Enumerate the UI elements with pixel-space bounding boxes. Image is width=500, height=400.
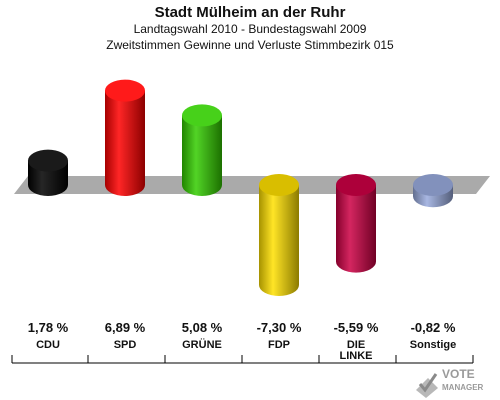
bars-group	[28, 79, 453, 297]
bar-body	[182, 115, 222, 196]
value-labels-group: 1,78 % 6,89 % 5,08 % -7,30 % -5,59 % -0,82 %	[28, 320, 456, 335]
chart-subtitle-district: Zweitstimmen Gewinne und Verluste Stimmb…	[106, 38, 394, 52]
bar-die-linke	[336, 174, 376, 273]
category-label: GRÜNE	[182, 338, 222, 351]
category-label: Sonstige	[410, 339, 456, 351]
vote-manager-logo: VOTE MANAGER	[416, 367, 484, 398]
chart-subtitle-election: Landtagswahl 2010 - Bundestagswahl 2009	[133, 22, 367, 36]
category-label: FDP	[268, 339, 290, 351]
bar-cap	[413, 174, 453, 196]
bar-grüne	[182, 104, 222, 196]
category-label: DIE LINKE	[340, 339, 373, 362]
bar-fdp	[259, 174, 299, 297]
bar-cap	[28, 149, 68, 172]
category-label: SPD	[114, 339, 137, 351]
bar-cap	[182, 104, 222, 127]
value-label: 5,08 %	[182, 320, 223, 335]
bar-cap	[105, 79, 145, 102]
value-label: -7,30 %	[257, 320, 302, 335]
logo-text-manager: MANAGER	[442, 383, 484, 392]
value-label: 1,78 %	[28, 320, 69, 335]
category-axis: CDU SPD GRÜNE FDP DIE LINKE Sonstige	[11, 338, 474, 364]
logo-text-vote: VOTE	[442, 367, 475, 381]
ballot-check-icon	[416, 373, 438, 398]
bar-sonstige	[413, 174, 453, 208]
bar-body	[259, 185, 299, 297]
value-label: -0,82 %	[411, 320, 456, 335]
value-label: 6,89 %	[105, 320, 146, 335]
bar-spd	[105, 79, 145, 196]
bar-cap	[259, 174, 299, 196]
bar-cdu	[28, 149, 68, 196]
category-label: CDU	[36, 339, 60, 351]
value-label: -5,59 %	[334, 320, 379, 335]
bar-body	[105, 90, 145, 196]
chart-title: Stadt Mülheim an der Ruhr	[154, 4, 346, 21]
bar-cap	[336, 174, 376, 196]
bar-body	[336, 185, 376, 273]
